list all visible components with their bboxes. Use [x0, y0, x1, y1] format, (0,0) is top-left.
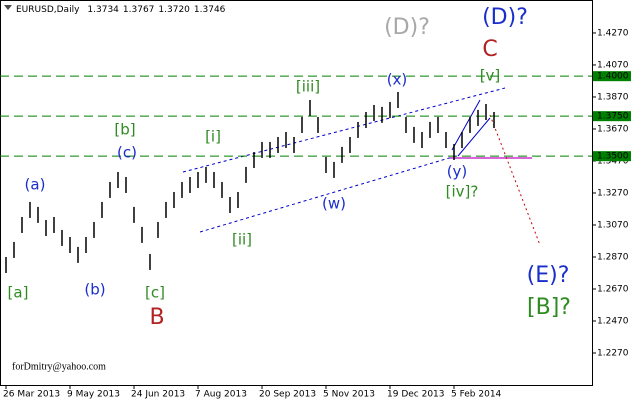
wedge-upper [451, 99, 481, 151]
quote-value: 1.3720 [158, 5, 190, 15]
wave-label: [c] [145, 284, 165, 302]
symbol-icon [4, 5, 12, 10]
x-tick-label: 5 Feb 2014 [451, 390, 502, 400]
wave-label: (c) [117, 144, 137, 162]
projection [489, 114, 541, 246]
y-tick-label: 1.2670 [597, 284, 629, 294]
y-tick-label: 1.3470 [597, 156, 629, 166]
x-tick-label: 24 Jun 2013 [131, 390, 185, 400]
y-tick-label: 1.2870 [597, 252, 629, 262]
wedge-lower [457, 117, 491, 157]
y-tick-label: 1.3270 [597, 188, 629, 198]
level-label: 1.3500 [597, 152, 629, 162]
wave-label: (a) [25, 176, 46, 194]
level-box [593, 71, 631, 82]
wave-label: [B]? [527, 295, 571, 320]
y-tick-label: 1.3670 [597, 124, 629, 134]
wave-label: (y) [447, 163, 468, 181]
x-tick-label: 20 Sep 2013 [259, 390, 316, 400]
wave-label: [i] [205, 128, 221, 146]
y-tick-label: 1.4070 [597, 60, 629, 70]
level-label: 1.4000 [597, 72, 629, 82]
wave-label: B [149, 305, 164, 330]
wave-label: [v] [480, 67, 501, 85]
quote-value: 1.3767 [123, 5, 155, 15]
wave-label: [iv]? [446, 183, 479, 201]
y-tick-label: 1.3870 [597, 92, 629, 102]
header: EURUSD,Daily 1.3734 1.3767 1.3720 1.3746 [16, 5, 226, 15]
x-tick-label: 9 May 2013 [67, 390, 120, 400]
level-box [593, 151, 631, 162]
y-tick-label: 1.4270 [597, 28, 629, 38]
wave-label: (b) [84, 281, 105, 299]
x-tick-label: 7 Aug 2013 [195, 390, 247, 400]
x-tick-label: 19 Dec 2013 [387, 390, 445, 400]
wave-label: (D)? [482, 5, 528, 30]
y-tick-label: 1.2270 [597, 348, 629, 358]
x-tick-label: 5 Nov 2013 [323, 390, 375, 400]
wave-label: C [482, 37, 497, 62]
level-label: 1.3750 [597, 112, 629, 122]
y-tick-label: 1.3070 [597, 220, 629, 230]
drawings [182, 87, 541, 246]
y-tick-label: 1.2470 [597, 316, 629, 326]
wave-label: (w) [322, 195, 346, 213]
wave-label: [b] [114, 121, 135, 139]
symbol: EURUSD,Daily [16, 5, 80, 15]
plot-frame [0, 0, 593, 386]
quote-value: 1.3734 [87, 5, 119, 15]
wave-label: [iii] [296, 78, 320, 96]
wave-label: [a] [8, 284, 29, 302]
channel-lower [199, 155, 457, 233]
level-box [593, 111, 631, 122]
wave-label: (D)? [384, 15, 430, 40]
credit: forDmitry@yahoo.com [12, 361, 106, 372]
x-tick-label: 26 Mar 2013 [3, 390, 60, 400]
quote-value: 1.3746 [194, 5, 226, 15]
wave-label: (x) [387, 71, 408, 89]
channel-upper [182, 87, 506, 173]
wave-label: (E)? [527, 263, 570, 288]
wave-label: [ii] [232, 231, 252, 249]
